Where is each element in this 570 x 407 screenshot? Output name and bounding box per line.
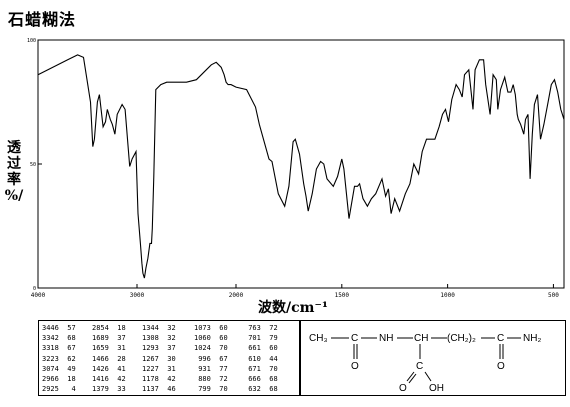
peak-row: 3446 57	[42, 324, 76, 332]
struct-nh2: NH₂	[523, 333, 541, 344]
struct-o1: O	[351, 361, 359, 372]
peak-row: 1137 46	[142, 385, 176, 394]
chemical-structure: CH₃ C O NH CH C O OH (CH₂)₂ C O NH₂	[300, 320, 566, 396]
peak-row: 1379 33	[92, 385, 126, 394]
peak-column: 1073 60 1060 60 1024 70 996 67 931 77 880 …	[194, 323, 228, 394]
peak-row: 3342 68	[42, 334, 76, 343]
peak-row: 1227 31	[142, 364, 176, 373]
struct-chain: (CH₂)₂	[447, 333, 476, 344]
x-tick-label: 500	[548, 292, 559, 299]
x-tick-label: 1000	[440, 292, 455, 299]
peak-column: 1344 32 1308 32 1293 37 1267 30 1227 31 1178 …	[142, 323, 176, 394]
struct-oh: OH	[429, 383, 444, 394]
peak-row: 1073 60	[194, 324, 228, 332]
x-tick-label: 4000	[31, 292, 46, 299]
peak-row: 799 70	[194, 385, 228, 394]
struct-nh: NH	[379, 333, 393, 344]
peak-row: 610 44	[244, 354, 278, 363]
x-tick-label: 3000	[130, 292, 145, 299]
peak-row: 931 77	[194, 364, 228, 373]
peak-row: 880 72	[194, 375, 228, 384]
peak-row: 3074 49	[42, 364, 76, 373]
peak-row: 2925 4	[42, 385, 76, 394]
peak-row: 2966 18	[42, 375, 76, 384]
peak-row: 763 72	[244, 324, 278, 332]
peak-row: 2854 18	[92, 324, 126, 332]
y-axis-label: 透过率 %/	[4, 140, 24, 204]
peak-row: 3223 62	[42, 354, 76, 363]
peak-row: 671 70	[244, 364, 278, 373]
peak-row: 1416 42	[92, 375, 126, 384]
struct-c1: C	[351, 333, 358, 344]
struct-c2: C	[497, 333, 504, 344]
peak-row: 1024 70	[194, 344, 228, 353]
y-tick-label: 0	[33, 286, 36, 292]
peak-row: 1426 41	[92, 364, 126, 373]
peak-row: 701 79	[244, 334, 278, 343]
transmittance-line	[37, 54, 565, 279]
peak-row: 1060 60	[194, 334, 228, 343]
peak-row: 1344 32	[142, 324, 176, 332]
peak-column: 763 72 701 79 661 60 610 44 671 70 666 6…	[244, 323, 278, 394]
axis-ticks	[37, 39, 554, 289]
peak-row: 1178 42	[142, 375, 176, 384]
y-tick-label: 50	[30, 162, 36, 168]
peak-column: 2854 18 1689 37 1659 31 1466 28 1426 41 1416 …	[92, 323, 126, 394]
struct-o3: O	[497, 361, 505, 372]
peak-row: 1267 30	[142, 354, 176, 363]
peak-row: 1308 32	[142, 334, 176, 343]
struct-o2: O	[399, 383, 407, 394]
peak-column: 3446 57 3342 68 3318 67 3223 62 3074 49 2966 …	[42, 323, 76, 394]
peak-row: 3318 67	[42, 344, 76, 353]
x-axis-label: 波数/cm⁻¹	[258, 300, 328, 316]
struct-ch3: CH₃	[309, 333, 328, 344]
peak-row: 632 68	[244, 385, 278, 394]
peak-row: 666 68	[244, 375, 278, 384]
struct-c3: C	[416, 361, 423, 372]
peak-row: 996 67	[194, 354, 228, 363]
peak-row: 1689 37	[92, 334, 126, 343]
x-tick-label: 1500	[335, 292, 350, 299]
chart-title: 石蜡糊法	[8, 10, 77, 29]
x-tick-label: 2000	[229, 292, 244, 299]
struct-ch: CH	[414, 333, 428, 344]
peak-row: 1659 31	[92, 344, 126, 353]
peak-table: 3446 57 3342 68 3318 67 3223 62 3074 49 2966 …	[38, 320, 300, 396]
peak-row: 661 60	[244, 344, 278, 353]
y-tick-label: 100	[27, 38, 36, 44]
peak-row: 1293 37	[142, 344, 176, 353]
peak-row: 1466 28	[92, 354, 126, 363]
